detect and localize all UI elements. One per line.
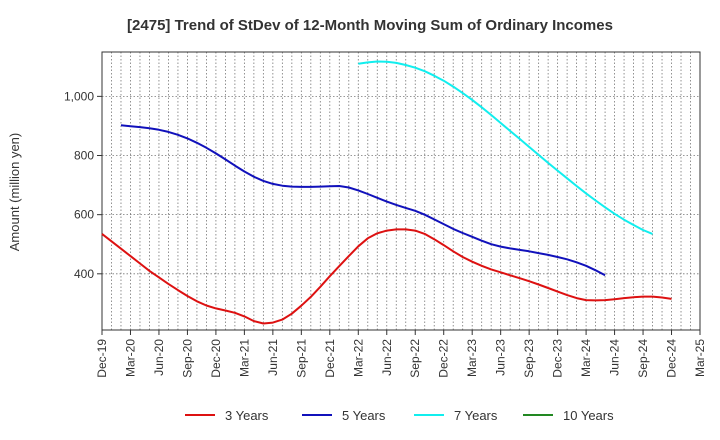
x-tick-label: Mar-22 (351, 339, 365, 377)
series-line-7-years (358, 60, 653, 235)
y-tick-label: 800 (74, 149, 94, 163)
x-tick-label: Mar-20 (123, 339, 137, 377)
y-axis-ticks: 400 600 800 1,000 (64, 89, 102, 281)
x-tick-label: Jun-20 (152, 339, 166, 376)
x-tick-label: Sep-23 (522, 339, 536, 378)
x-axis-ticks: Dec-19 Mar-20 Jun-20 Sep-20 Dec-20 Mar-21 Jun-… (95, 330, 707, 378)
x-tick-label: Sep-22 (408, 339, 422, 378)
x-tick-label: Mar-24 (579, 339, 593, 377)
y-tick-label: 1,000 (64, 89, 94, 103)
x-tick-label: Dec-24 (665, 339, 679, 378)
x-tick-label: Dec-22 (437, 339, 451, 378)
x-tick-label: Jun-21 (266, 339, 280, 376)
chart-title: [2475] Trend of StDev of 12-Month Moving… (127, 17, 613, 34)
legend-label: 3 Years (225, 408, 269, 423)
legend-label: 5 Years (342, 408, 386, 423)
x-tick-label: Sep-21 (294, 339, 308, 378)
x-tick-label: Dec-21 (323, 339, 337, 378)
y-tick-label: 600 (74, 208, 94, 222)
y-axis-label: Amount (million yen) (7, 133, 22, 252)
legend: 3 Years 5 Years 7 Years 10 Years (185, 408, 614, 423)
x-tick-label: Jun-22 (380, 339, 394, 376)
x-tick-label: Sep-24 (636, 339, 650, 378)
plot-area-frame (101, 51, 701, 331)
x-tick-label: Jun-24 (608, 339, 622, 376)
x-tick-label: Mar-21 (237, 339, 251, 377)
series-line-3-years (101, 228, 672, 325)
legend-label: 7 Years (454, 408, 498, 423)
legend-label: 10 Years (563, 408, 614, 423)
series-line-5-years (120, 124, 606, 277)
x-tick-label: Mar-23 (465, 339, 479, 377)
x-tick-label: Jun-23 (494, 339, 508, 376)
grid (101, 52, 701, 330)
x-tick-label: Mar-25 (693, 339, 707, 377)
x-tick-label: Sep-20 (180, 339, 194, 378)
series-lines (101, 60, 672, 325)
x-tick-label: Dec-19 (95, 339, 109, 378)
x-tick-label: Dec-20 (209, 339, 223, 378)
y-tick-label: 400 (74, 267, 94, 281)
x-tick-label: Dec-23 (551, 339, 565, 378)
